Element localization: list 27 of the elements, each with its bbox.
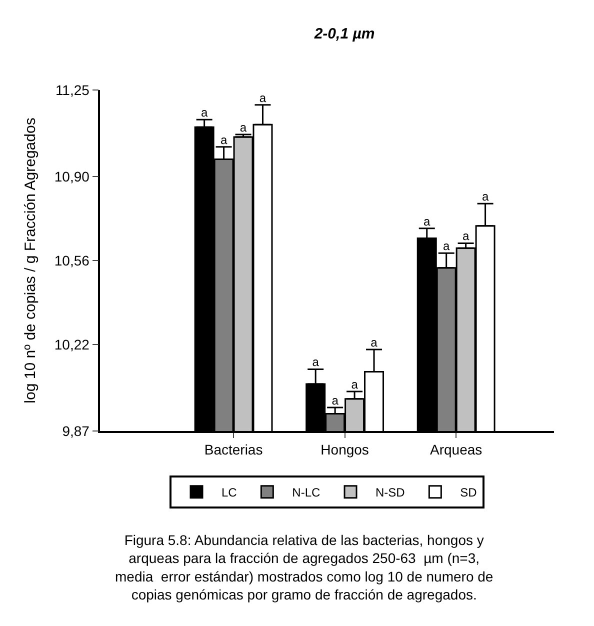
x-tick-label: Bacterias [204, 442, 263, 458]
data-label: a [332, 394, 339, 408]
chart-title: 2-0,1 µm [313, 26, 375, 43]
data-label: a [220, 132, 228, 147]
data-label: a [240, 120, 247, 134]
y-tick-label: 10,22 [54, 336, 90, 352]
data-label: a [200, 106, 208, 120]
y-tick-label: 11,25 [55, 82, 90, 98]
legend-label: SD [460, 486, 478, 500]
data-label: a [312, 355, 320, 370]
data-label: a [482, 190, 489, 204]
legend-label: N-SD [376, 486, 406, 500]
y-tick-label: 9,87 [62, 422, 90, 439]
y-tick-label: 10,56 [54, 252, 90, 268]
y-tick-label: 10,90 [54, 168, 90, 184]
legend-label: LC [222, 486, 238, 500]
x-tick-label: Hongos [320, 442, 369, 458]
y-axis-title: log 10 nº de copias / g Fracción Agregados [22, 118, 40, 404]
data-label: a [424, 214, 431, 228]
x-tick-label: Arqueas [430, 442, 482, 458]
legend-label: N-LC [292, 486, 321, 500]
text: Figura 5.8: Abundancia relativa de las bacterias, hongos y arqueas para la fracción de agregados 250-63 µm (n=3, media error estándar) mostrados como log 10 de numero de copias genómicas por gramo de fracción de agregados. [115, 532, 494, 603]
data-label: a [370, 335, 378, 350]
data-label: a [442, 239, 450, 254]
data-label: a [259, 90, 266, 105]
data-label: a [351, 377, 358, 392]
data-label: a [462, 229, 470, 244]
